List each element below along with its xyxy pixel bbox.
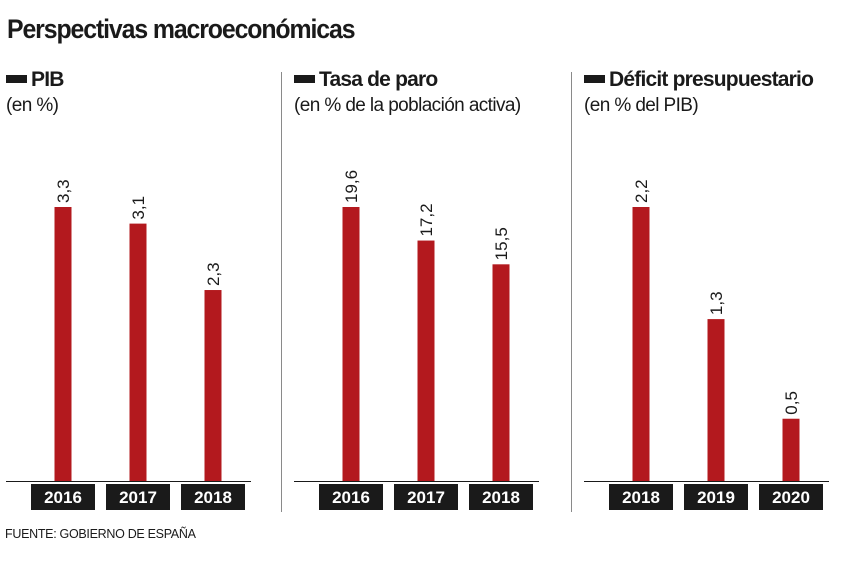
bar xyxy=(632,207,650,481)
panel-subtitle: (en % del PIB) xyxy=(584,95,699,116)
bar-value-label: 3,3 xyxy=(54,179,73,203)
category-label-box xyxy=(31,484,95,510)
chart-panel-deficit: Déficit presupuestario (en % del PIB) 2,… xyxy=(584,0,844,564)
bar-value-label: 2,2 xyxy=(632,179,651,203)
panel-divider xyxy=(281,72,282,512)
bar xyxy=(204,290,222,481)
category-label: 2017 xyxy=(119,488,157,507)
title-marker-icon xyxy=(6,74,27,83)
category-label-box xyxy=(394,484,458,510)
bar-value-label: 3,1 xyxy=(129,196,148,220)
category-label-box xyxy=(759,484,823,510)
category-label-box xyxy=(609,484,673,510)
category-label: 2016 xyxy=(332,488,370,507)
title-marker-icon xyxy=(294,74,315,83)
bar xyxy=(782,418,800,481)
bar-chart-pib: 3,3 2016 3,1 2017 2,3 2018 xyxy=(6,179,251,510)
title-marker-icon xyxy=(584,74,605,83)
category-label-box xyxy=(181,484,245,510)
panel-subtitle: (en % de la población activa) xyxy=(294,95,521,116)
bar-value-label: 1,3 xyxy=(707,291,726,315)
category-label-box xyxy=(469,484,533,510)
bar-chart-tasa-de-paro: 19,6 2016 17,2 2017 15,5 2018 xyxy=(294,170,539,510)
bar-value-label: 19,6 xyxy=(342,170,361,203)
bar-chart-deficit: 2,2 2018 1,3 2019 0,5 2020 xyxy=(584,179,829,510)
bar-value-label: 15,5 xyxy=(492,227,511,260)
panel-header: Tasa de paro xyxy=(294,68,438,92)
panel-divider xyxy=(571,72,572,512)
category-label: 2018 xyxy=(194,488,232,507)
category-label: 2020 xyxy=(772,488,810,507)
chart-panel-pib: PIB (en %) 3,3 2016 3,1 2017 2,3 2018 xyxy=(6,0,276,564)
panel-title: Tasa de paro xyxy=(319,68,438,91)
panel-header: PIB xyxy=(6,68,64,92)
category-label: 2017 xyxy=(407,488,445,507)
chart-panel-tasa-de-paro: Tasa de paro (en % de la población activ… xyxy=(294,0,564,564)
page-title: Perspectivas macroeconómicas xyxy=(7,14,356,44)
bar xyxy=(492,264,510,481)
source-note: FUENTE: GOBIERNO DE ESPAÑA xyxy=(5,527,196,541)
category-label-box xyxy=(106,484,170,510)
category-label: 2018 xyxy=(622,488,660,507)
category-label: 2018 xyxy=(482,488,520,507)
panel-title: PIB xyxy=(31,68,64,91)
panel-header: Déficit presupuestario xyxy=(584,68,814,92)
panel-subtitle: (en %) xyxy=(6,95,59,116)
bar-value-label: 0,5 xyxy=(782,391,801,415)
bar-value-label: 2,3 xyxy=(204,262,223,286)
panel-title: Déficit presupuestario xyxy=(609,68,814,91)
bar-value-label: 17,2 xyxy=(417,203,436,236)
bar xyxy=(129,223,147,481)
category-label-box xyxy=(684,484,748,510)
category-label: 2019 xyxy=(697,488,735,507)
category-label-box xyxy=(319,484,383,510)
bar xyxy=(707,319,725,481)
bar xyxy=(54,207,72,481)
category-label: 2016 xyxy=(44,488,82,507)
bar xyxy=(417,240,435,481)
bar xyxy=(342,207,360,481)
